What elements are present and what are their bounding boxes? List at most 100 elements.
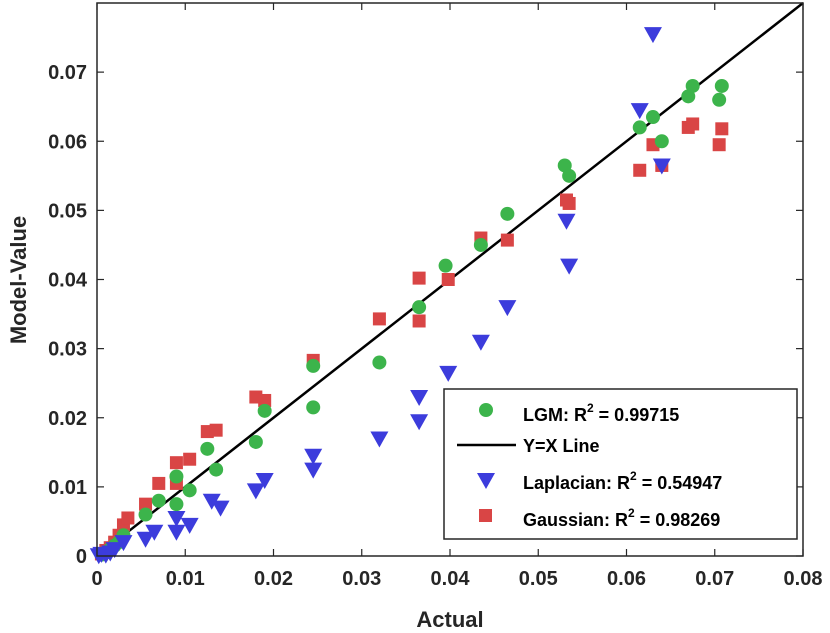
laplacian-point (652, 158, 671, 175)
gaussian-point (183, 452, 197, 466)
lgm-point (169, 497, 184, 512)
laplacian-point (255, 472, 274, 489)
lgm-point (473, 237, 488, 252)
plot-frame (96, 2, 804, 557)
x-tick-labels: 0 0.01 0.02 0.03 0.04 0.05 0.06 0.07 0.08 (91, 568, 822, 590)
laplacian-point (439, 365, 458, 382)
lgm-point (438, 258, 453, 273)
lgm-point (306, 358, 321, 373)
legend-lgm-marker (479, 403, 493, 417)
y-tick-label: 0 (76, 546, 87, 568)
laplacian-point (471, 334, 490, 351)
series-laplacian (89, 27, 671, 565)
x-tick-label: 0.05 (519, 568, 558, 590)
y-tick-label: 0.05 (48, 200, 87, 222)
laplacian-point (643, 27, 662, 44)
legend-gaussian-suffix: = 0.98269 (635, 510, 721, 530)
gaussian-point (372, 312, 386, 326)
x-tick-label: 0 (91, 568, 102, 590)
laplacian-point (304, 462, 323, 479)
y-tick-label: 0.01 (48, 477, 87, 499)
laplacian-point (145, 524, 164, 541)
lgm-point (372, 355, 387, 370)
laplacian-point (246, 483, 265, 500)
gaussian-point (715, 122, 729, 136)
legend-laplacian-marker (477, 473, 495, 489)
gaussian-point (121, 511, 135, 525)
series-layer (89, 2, 804, 565)
legend-gaussian-marker (479, 509, 492, 522)
lgm-point (169, 469, 184, 484)
x-tick-label: 0.08 (784, 568, 823, 590)
legend-gaussian-prefix: Gaussian: R (523, 510, 628, 530)
gaussian-point (209, 423, 223, 437)
lgm-point (654, 134, 669, 149)
lgm-point (209, 462, 224, 477)
x-tick-label: 0.06 (607, 568, 646, 590)
lgm-point (562, 168, 577, 183)
laplacian-point (410, 390, 429, 407)
legend-lgm-suffix: = 0.99715 (594, 405, 680, 425)
legend-laplacian-suffix: = 0.54947 (637, 473, 723, 493)
y-tick-label: 0.07 (48, 62, 87, 84)
gaussian-point (686, 117, 700, 131)
legend-lgm-prefix: LGM: R (523, 405, 587, 425)
x-tick-label: 0.07 (695, 568, 734, 590)
gaussian-point (712, 138, 726, 152)
gaussian-point (500, 233, 514, 247)
laplacian-point (410, 414, 429, 431)
lgm-point (257, 403, 272, 418)
x-tick-label: 0.03 (342, 568, 381, 590)
laplacian-point (114, 535, 133, 552)
laplacian-point (630, 103, 649, 120)
laplacian-point (498, 300, 517, 317)
laplacian-point (167, 524, 186, 541)
gaussian-point (139, 497, 153, 511)
gaussian-point (412, 271, 426, 285)
lgm-point (632, 120, 647, 135)
lgm-point (200, 441, 215, 456)
lgm-point (685, 78, 700, 93)
laplacian-point (180, 517, 199, 534)
lgm-point (138, 507, 153, 522)
laplacian-point (105, 542, 124, 559)
legend-gaussian-label: Gaussian: R2 = 0.98269 (523, 506, 720, 530)
legend-laplacian-prefix: Laplacian: R (523, 473, 630, 493)
laplacian-point (136, 531, 155, 548)
y-axis-title: Model-Value (6, 216, 31, 344)
x-tick-label: 0.01 (166, 568, 205, 590)
x-axis-title: Actual (416, 607, 483, 632)
legend-lgm-label: LGM: R2 = 0.99715 (523, 401, 679, 425)
lgm-point (645, 110, 660, 125)
lgm-point (151, 493, 166, 508)
laplacian-point (560, 258, 579, 275)
laplacian-point (202, 493, 221, 510)
y-tick-labels: 0 0.01 0.02 0.03 0.04 0.05 0.06 0.07 (48, 62, 88, 568)
legend-line-label: Y=X Line (523, 436, 600, 456)
legend-lgm-sup: 2 (587, 401, 594, 415)
lgm-point (412, 300, 427, 315)
lgm-point (182, 483, 197, 498)
gaussian-point (633, 163, 647, 177)
lgm-point (500, 206, 515, 221)
laplacian-point (370, 431, 389, 448)
laplacian-point (211, 500, 230, 517)
y-tick-label: 0.03 (48, 339, 87, 361)
y-tick-label: 0.06 (48, 131, 87, 153)
gaussian-point (412, 314, 426, 328)
legend-box (443, 388, 798, 540)
legend-laplacian-label: Laplacian: R2 = 0.54947 (523, 469, 722, 493)
lgm-point (306, 400, 321, 415)
x-tick-label: 0.04 (431, 568, 471, 590)
gaussian-point (152, 476, 166, 490)
gaussian-point (169, 456, 183, 470)
legend-gaussian-sup: 2 (628, 506, 635, 520)
lgm-point (248, 434, 263, 449)
x-tick-label: 0.02 (254, 568, 293, 590)
lgm-point (714, 78, 729, 93)
y-tick-label: 0.04 (48, 270, 88, 292)
gaussian-point (258, 393, 272, 407)
gaussian-point (441, 273, 455, 286)
legend-laplacian-sup: 2 (630, 469, 637, 483)
